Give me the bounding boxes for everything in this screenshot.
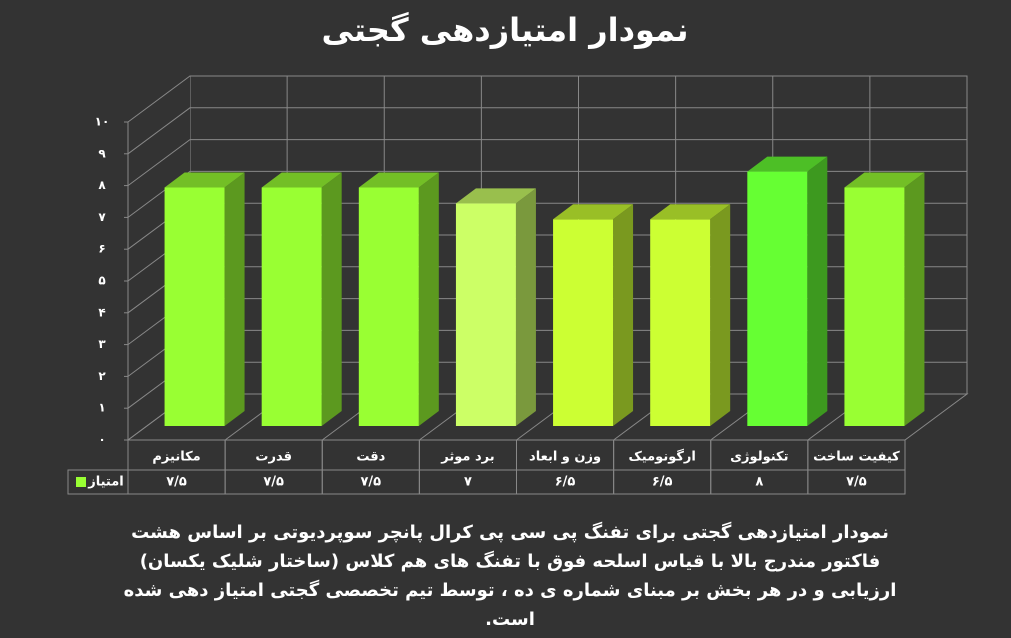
bar [261,187,322,426]
bar-top [164,172,245,188]
y-tick-label: ۸ [98,178,106,192]
bar-top [455,188,536,204]
x-tick-label: تکنولوژی [730,450,788,465]
bar [650,219,711,426]
x-tick-label: برد موثر [440,450,494,465]
bar-side [321,172,342,426]
grid-line [127,75,967,123]
bar [164,187,225,426]
x-tick-label: ارگونومیک [629,449,696,465]
value-label: ۷ [464,475,472,490]
y-tick-label: ۵ [98,274,105,288]
bar-side [807,156,828,426]
bar-side [224,172,245,426]
bar-top [844,172,925,188]
bar-top [747,156,828,172]
x-tick-label: مکانیزم [152,450,200,465]
value-label: ۷/۵ [846,475,867,490]
y-tick-label: ۰ [98,433,105,447]
grid-line [127,139,967,187]
chart: نمودار امتیازدهی گجتی ۰ ۱ ۲ ۳ ۴ ۵ ۶ ۷ ۸ ۹ ۱۰ امتیاز… [67,11,969,495]
grid-line [127,170,967,218]
legend-swatch [76,477,86,487]
legend-label: امتیاز [87,475,123,490]
value-label: ۶/۵ [555,475,576,490]
y-tick-label: ۱ [98,401,105,415]
x-tick-label: دقت [356,450,385,465]
value-label: ۷/۵ [263,475,284,490]
caption: نمودار امتیازدهی گجتی برای تفنگ پی سی پی… [123,522,897,630]
bar [455,203,516,426]
y-tick-label: ۳ [98,337,106,351]
bar [844,187,905,426]
bar-side [904,172,925,426]
x-tick-label: قدرت [255,450,292,465]
table-cell [807,469,906,495]
bar-top [358,172,439,188]
y-tick-label: ۹ [98,146,106,160]
bar-top [261,172,342,188]
value-label: ۶/۵ [652,475,673,490]
bar-side [710,204,731,426]
bar [358,187,419,426]
value-label: ۷/۵ [166,475,187,490]
y-tick-label: ۶ [98,242,105,256]
bar-side [613,204,634,426]
bar-top [650,204,731,220]
value-label: ۷/۵ [361,475,382,490]
y-tick-label: ۴ [98,305,105,319]
x-tick-label: کیفیت ساخت [813,450,900,465]
bar [747,171,808,426]
bar-side [418,172,439,426]
x-tick-label: وزن و ابعاد [529,450,601,465]
bar-top [553,204,634,220]
y-tick-label: ۷ [98,210,106,224]
chart-title: نمودار امتیازدهی گجتی [321,11,688,49]
bar [553,219,614,426]
value-label: ۸ [755,475,763,490]
grid-line [127,107,967,155]
y-tick-label: ۲ [98,369,106,383]
y-tick-label: ۱۰ [95,115,110,129]
bar-side [515,188,536,426]
